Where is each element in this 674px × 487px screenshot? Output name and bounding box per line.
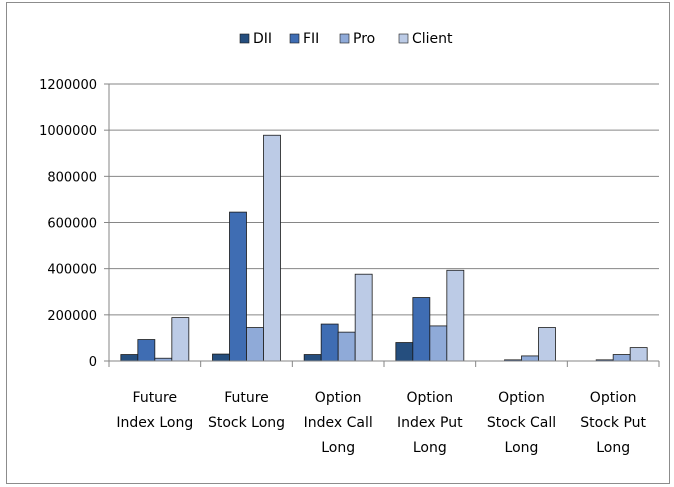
bar-dii — [212, 353, 230, 362]
bar-client — [263, 134, 281, 362]
x-category-label: Index Call — [304, 415, 373, 431]
legend-swatch-fii — [289, 33, 300, 44]
y-axis: 0 200000 400000 600000 800000 1000000 1200000 — [39, 78, 110, 370]
y-tick-label: 600000 — [47, 217, 97, 232]
bar-pro — [521, 355, 539, 362]
x-category-label: Index Long — [116, 415, 193, 431]
bar-client — [629, 347, 648, 362]
x-category-label: Option — [315, 390, 362, 406]
chart-frame — [6, 2, 670, 484]
legend: DII FII Pro Client — [239, 31, 453, 47]
bar-dii — [303, 354, 322, 362]
gridlines — [109, 83, 659, 316]
bars — [120, 134, 648, 362]
x-category-label: Future — [133, 390, 178, 406]
x-category-label: Stock Long — [208, 415, 285, 431]
bar-fii — [229, 211, 247, 362]
x-category-label: Long — [596, 440, 630, 456]
x-category-label: Option — [406, 390, 453, 406]
legend-label-client: Client — [412, 31, 453, 47]
legend-label-pro: Pro — [353, 31, 375, 47]
legend-label-dii: DII — [253, 31, 272, 47]
y-tick-label: 800000 — [47, 170, 97, 185]
bar-dii — [120, 354, 139, 362]
legend-label-fii: FII — [303, 31, 319, 47]
y-tick-label: 0 — [89, 355, 97, 370]
bar-pro — [337, 331, 356, 362]
x-category-label: Option — [498, 390, 545, 406]
x-category-label: Long — [321, 440, 355, 456]
bar-pro — [612, 354, 631, 362]
legend-swatch-client — [398, 33, 409, 44]
x-category-label: Long — [413, 440, 447, 456]
bar-dii — [395, 342, 414, 362]
y-tick-label: 1000000 — [39, 124, 97, 139]
bar-fii — [137, 339, 156, 362]
bar-client — [446, 269, 465, 362]
bar-client — [538, 327, 556, 362]
legend-swatch-dii — [239, 33, 250, 44]
bar-fii — [320, 323, 339, 362]
bar-client — [171, 317, 190, 362]
x-category-label: Index Put — [397, 415, 463, 431]
bar-pro — [246, 327, 264, 362]
bar-pro — [429, 325, 448, 362]
legend-swatch-pro — [339, 33, 350, 44]
y-tick-label: 1200000 — [39, 78, 97, 93]
x-category-label: Stock Put — [580, 415, 646, 431]
y-tick-label: 200000 — [47, 309, 97, 324]
y-tick-label: 400000 — [47, 263, 97, 278]
x-category-label: Long — [505, 440, 539, 456]
x-category-label: Future — [224, 390, 269, 406]
bar-client — [354, 273, 373, 362]
bar-fii — [412, 297, 431, 362]
x-category-label: Stock Call — [487, 415, 556, 431]
x-axis: Future Index Long Future Stock Long Option In… — [108, 360, 660, 456]
x-category-label: Option — [590, 390, 637, 406]
